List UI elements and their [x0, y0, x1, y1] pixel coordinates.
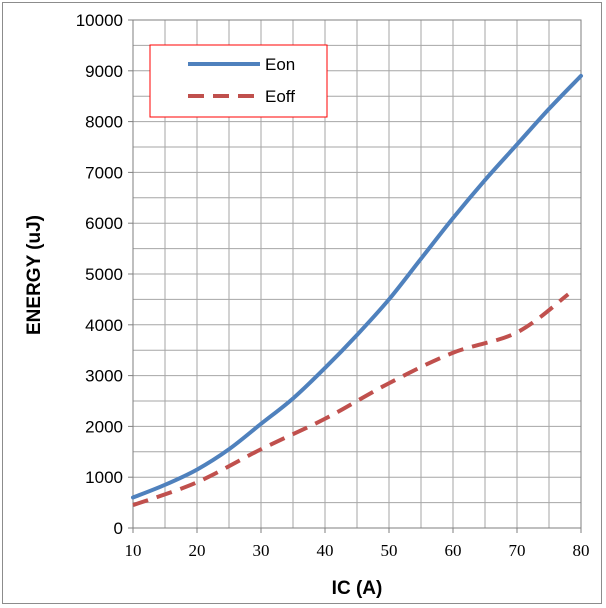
- y-tick-label: 10000: [76, 11, 123, 30]
- x-tick-label: 70: [509, 541, 526, 560]
- x-tick-label: 10: [125, 541, 142, 560]
- y-tick-label: 0: [114, 519, 123, 538]
- y-tick-label: 5000: [85, 265, 123, 284]
- x-tick-label: 20: [189, 541, 206, 560]
- y-tick-label: 2000: [85, 417, 123, 436]
- legend: Eon Eoff: [149, 44, 328, 118]
- y-tick-label: 6000: [85, 214, 123, 233]
- x-tick-label: 40: [317, 541, 334, 560]
- series-line-eoff: [132, 292, 570, 508]
- y-tick-label: 9000: [85, 62, 123, 81]
- y-tick-label: 7000: [85, 163, 123, 182]
- x-tick-label: 60: [445, 541, 462, 560]
- x-tick-label: 30: [253, 541, 270, 560]
- legend-box: [149, 44, 328, 118]
- y-tick-label: 1000: [85, 468, 123, 487]
- legend-label-eoff: Eoff: [265, 87, 295, 106]
- x-axis-title: IC (A): [332, 578, 383, 599]
- x-axis-ticks: 10 20 30 40 50 60 70 80: [125, 528, 590, 560]
- y-axis-ticks: 0 1000 2000 3000 4000 5000 6000 7000 8000 9000 100…: [76, 11, 133, 538]
- y-tick-label: 8000: [85, 113, 123, 132]
- x-tick-label: 80: [573, 541, 590, 560]
- x-tick-label: 50: [381, 541, 398, 560]
- y-axis-title: ENERGY (uJ): [24, 215, 45, 335]
- legend-label-eon: Eon: [265, 55, 295, 74]
- series-line-eon: [131, 73, 583, 500]
- y-tick-label: 3000: [85, 367, 123, 386]
- y-tick-label: 4000: [85, 316, 123, 335]
- series-group: [131, 73, 583, 508]
